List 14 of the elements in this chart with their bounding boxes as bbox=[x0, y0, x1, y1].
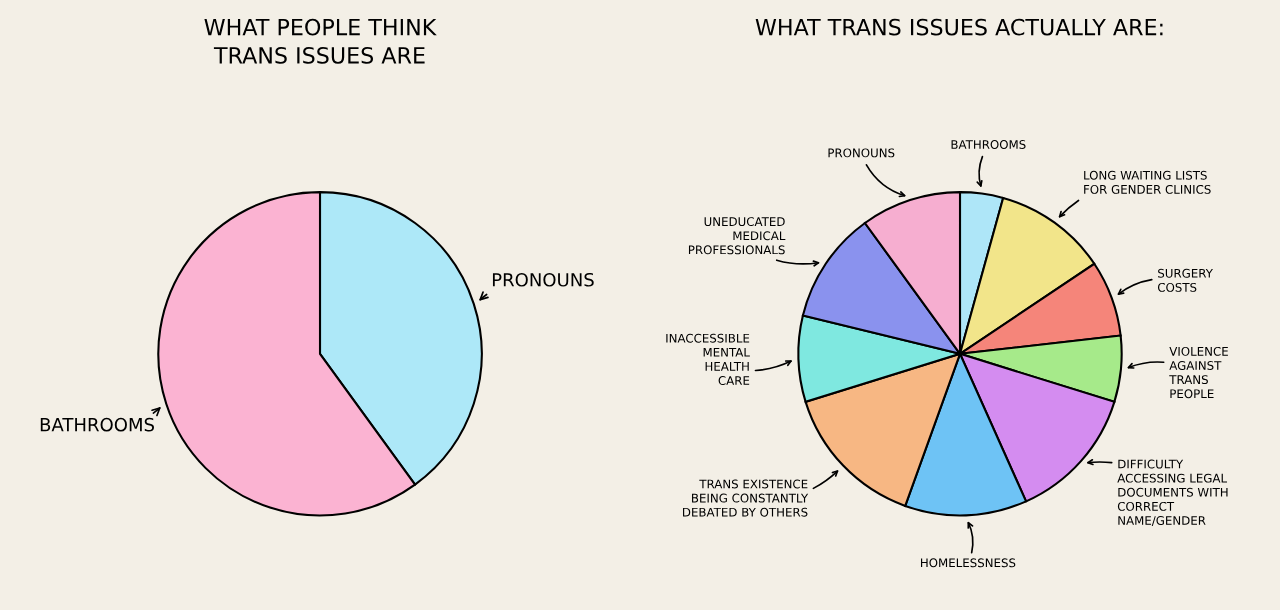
legend-label: DIFFICULTY ACCESSING LEGAL DOCUMENTS WITH CORRECT NAME/GENDER bbox=[1117, 459, 1228, 526]
slice-label: TRANS EXISTENCE BEING CONSTANTLY DEBATED BY OTHERS bbox=[683, 479, 809, 517]
slice-label: VIOLENCE AGAINST TRANS PEOPLE bbox=[1169, 346, 1228, 399]
slice-label: SURGERY COSTS bbox=[1157, 268, 1213, 292]
slice-label: BATHROOMS bbox=[951, 140, 1026, 149]
slice-label: PRONOUNS bbox=[492, 272, 594, 287]
slice-label: LONG WAITING LISTS FOR GENDER CLINICS bbox=[1084, 170, 1211, 194]
chart-title: WHAT PEOPLE THINK TRANS ISSUES ARE bbox=[204, 18, 437, 64]
slice-label: INACCESSIBLE MENTAL HEALTH CARE bbox=[666, 333, 750, 385]
legend-label: BATHROOMS bbox=[40, 417, 154, 432]
slice-label: PRONOUNS bbox=[828, 148, 895, 158]
chart-title: WHAT TRANS ISSUES ACTUALLY ARE: bbox=[755, 18, 1163, 36]
slice-label: UNEDUCATED MEDICAL PROFESSIONALS bbox=[688, 217, 786, 255]
slice-label: HOMELESSNESS bbox=[921, 558, 1016, 568]
